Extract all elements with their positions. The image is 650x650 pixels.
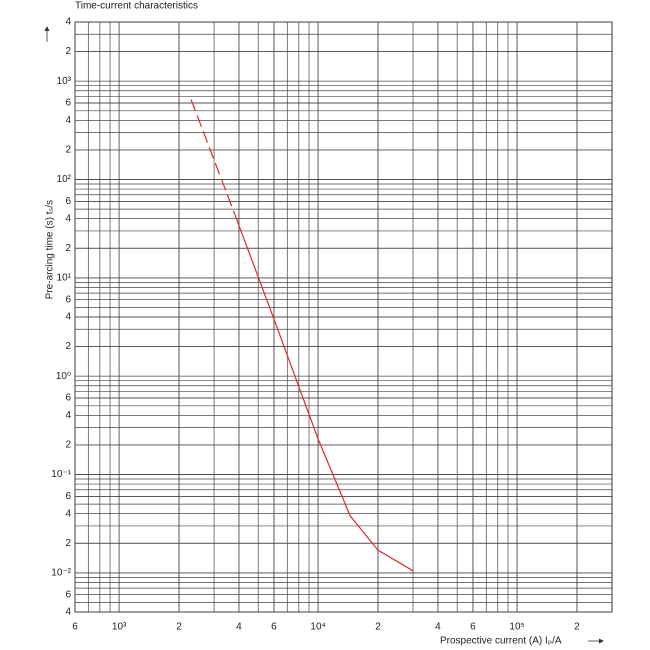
x-tick-label: 6	[470, 622, 476, 633]
y-tick-label: 6	[65, 491, 71, 502]
x-tick-label: 10⁴	[310, 622, 325, 633]
y-tick-label: 6	[65, 98, 71, 109]
y-tick-label: 10⁻¹	[51, 469, 71, 480]
y-tick-label: 4	[65, 508, 71, 519]
y-tick-label: 6	[65, 589, 71, 600]
y-tick-label: 2	[65, 341, 71, 352]
y-tick-label: 10³	[57, 76, 72, 87]
y-arrow	[44, 26, 50, 42]
y-tick-label: 6	[65, 393, 71, 404]
y-tick-label: 4	[65, 607, 71, 618]
x-tick-label: 10³	[112, 622, 127, 633]
y-tick-label: 4	[65, 213, 71, 224]
y-tick-label: 2	[65, 440, 71, 451]
x-tick-label: 2	[375, 622, 381, 633]
y-tick-label: 6	[65, 196, 71, 207]
x-tick-label: 6	[271, 622, 277, 633]
x-tick-label: 4	[435, 622, 441, 633]
y-tick-label: 4	[65, 410, 71, 421]
x-tick-label: 2	[574, 622, 580, 633]
y-tick-label: 10⁻²	[51, 568, 71, 579]
y-tick-label: 2	[65, 538, 71, 549]
chart-title: Time-current characteristics	[75, 1, 198, 12]
x-tick-label: 2	[176, 622, 182, 633]
y-tick-label: 4	[65, 17, 71, 28]
y-tick-label: 10²	[57, 174, 72, 185]
y-tick-label: 2	[65, 46, 71, 57]
y-tick-label: 2	[65, 145, 71, 156]
curve	[190, 99, 236, 214]
x-tick-label: 4	[236, 622, 242, 633]
x-tick-label: 6	[72, 622, 78, 633]
x-axis-label: Prospective current (A) Iₚ/A	[440, 636, 562, 647]
x-tick-label: 10⁵	[509, 622, 524, 633]
y-tick-label: 4	[65, 312, 71, 323]
y-tick-label: 10⁰	[56, 371, 71, 382]
y-tick-label: 4	[65, 115, 71, 126]
curve	[233, 213, 414, 572]
y-tick-label: 6	[65, 294, 71, 305]
x-arrow	[588, 638, 604, 644]
y-tick-label: 10¹	[57, 273, 72, 284]
y-tick-label: 2	[65, 243, 71, 254]
y-axis-label: Pre-arcing time (s) tₛ/s	[45, 200, 56, 299]
